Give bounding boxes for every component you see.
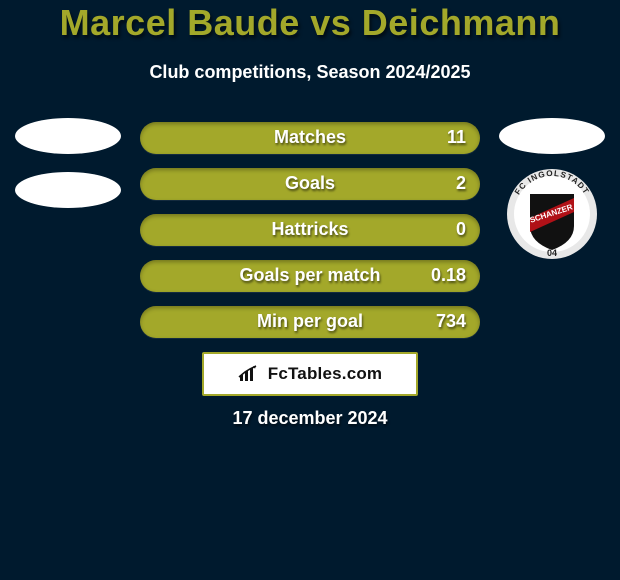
- stat-label: Hattricks: [140, 219, 480, 240]
- stat-right-value: 734: [436, 311, 466, 332]
- stat-label: Goals: [140, 173, 480, 194]
- generated-date: 17 december 2024: [0, 408, 620, 429]
- comparison-infographic: Marcel Baude vs Deichmann Club competiti…: [0, 0, 620, 580]
- right-badge-column: FC INGOLSTADT SCHANZER 04: [492, 118, 612, 260]
- stat-label: Goals per match: [140, 265, 480, 286]
- stat-bar: Goals per match 0.18: [140, 260, 480, 292]
- stat-bar: Hattricks 0: [140, 214, 480, 246]
- left-badge-column: [8, 118, 128, 208]
- stat-bars: Matches 11 Goals 2 Hattricks 0 Goals per…: [140, 122, 480, 352]
- promo-text: FcTables.com: [268, 364, 383, 384]
- promo-fctables[interactable]: FcTables.com: [202, 352, 418, 396]
- club-badge-ingolstadt: FC INGOLSTADT SCHANZER 04: [500, 168, 604, 260]
- stat-bar: Min per goal 734: [140, 306, 480, 338]
- svg-text:04: 04: [547, 248, 557, 258]
- bar-chart-icon: [238, 365, 260, 383]
- stat-label: Matches: [140, 127, 480, 148]
- stat-bar: Goals 2: [140, 168, 480, 200]
- stat-right-value: 2: [456, 173, 466, 194]
- page-title: Marcel Baude vs Deichmann: [0, 2, 620, 44]
- club-badge-placeholder: [15, 172, 121, 208]
- shield-icon: FC INGOLSTADT SCHANZER 04: [500, 168, 604, 260]
- player-badge-placeholder: [15, 118, 121, 154]
- page-subtitle: Club competitions, Season 2024/2025: [0, 62, 620, 83]
- stat-right-value: 0.18: [431, 265, 466, 286]
- stat-label: Min per goal: [140, 311, 480, 332]
- player-badge-placeholder: [499, 118, 605, 154]
- stat-right-value: 0: [456, 219, 466, 240]
- stat-right-value: 11: [447, 127, 466, 148]
- stat-bar: Matches 11: [140, 122, 480, 154]
